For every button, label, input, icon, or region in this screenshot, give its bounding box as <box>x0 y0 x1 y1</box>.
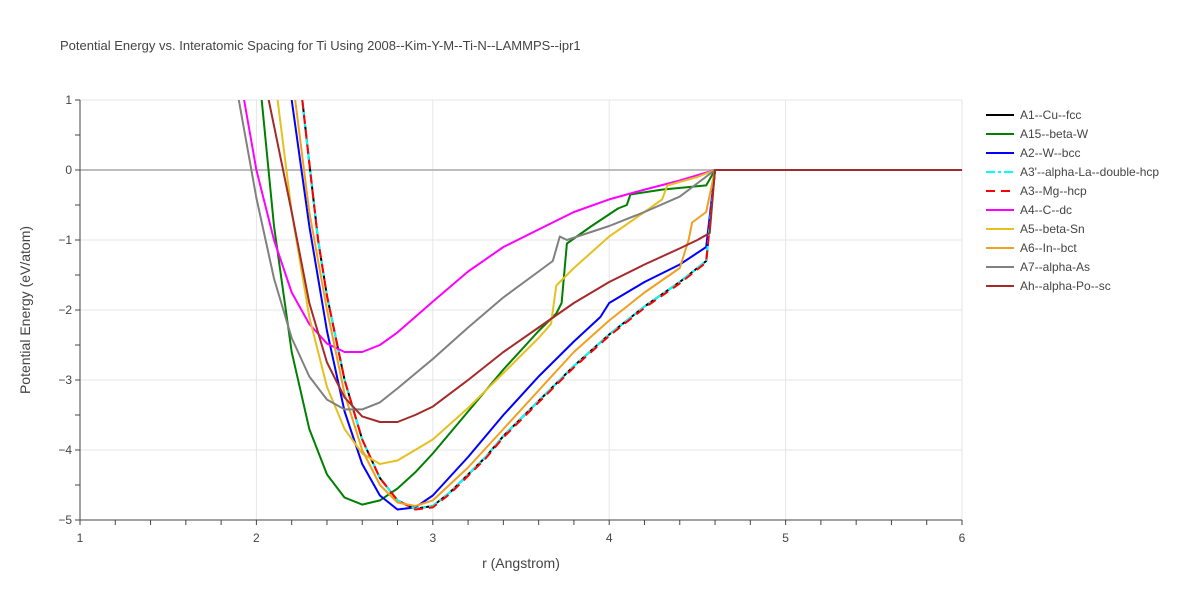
series-line-2 <box>290 100 962 511</box>
legend-item[interactable]: Ah--alpha-Po--sc <box>986 279 1111 293</box>
series-line-3 <box>301 100 962 510</box>
legend-label: A15--beta-W <box>1020 127 1089 141</box>
y-tick-label: 1 <box>65 93 72 107</box>
legend-item[interactable]: A1--Cu--fcc <box>986 108 1081 122</box>
legend-item[interactable]: A15--beta-W <box>986 127 1089 141</box>
series-line-0 <box>301 100 962 510</box>
y-tick-label: −1 <box>58 233 72 247</box>
legend-item[interactable]: A3--Mg--hcp <box>986 184 1087 198</box>
axes <box>75 99 963 525</box>
x-tick-label: 2 <box>253 531 260 545</box>
series-line-4 <box>301 100 962 511</box>
x-tick-label: 3 <box>429 531 436 545</box>
legend-label: A3--Mg--hcp <box>1020 184 1087 198</box>
series-line-7 <box>294 100 962 507</box>
legend-label: A7--alpha-As <box>1020 260 1090 274</box>
grid <box>80 99 963 520</box>
series-line-9 <box>267 100 962 423</box>
legend-label: A1--Cu--fcc <box>1020 108 1081 122</box>
series-line-6 <box>276 100 962 465</box>
x-axis-title: r (Angstrom) <box>482 555 560 571</box>
x-tick-label: 5 <box>782 531 789 545</box>
legend[interactable]: A1--Cu--fcc A15--beta-W A2--W--bcc A3'--alp… <box>986 108 1159 293</box>
series-line-5 <box>243 100 962 353</box>
y-axis-title: Potential Energy (eV/atom) <box>17 226 33 394</box>
legend-label: A6--In--bct <box>1020 241 1077 255</box>
x-tick-label: 1 <box>77 531 84 545</box>
legend-item[interactable]: A3'--alpha-La--double-hcp <box>986 165 1159 179</box>
series-line-8 <box>237 100 962 411</box>
legend-item[interactable]: A7--alpha-As <box>986 260 1090 274</box>
legend-label: A4--C--dc <box>1020 203 1072 217</box>
series-lines <box>237 100 962 511</box>
y-tick-label: −3 <box>58 373 72 387</box>
legend-label: Ah--alpha-Po--sc <box>1020 279 1111 293</box>
legend-label: A3'--alpha-La--double-hcp <box>1020 165 1159 179</box>
tick-labels: 1 2 3 4 5 6 1 0 −1 −2 −3 −4 −5 <box>58 93 965 545</box>
y-tick-label: −4 <box>58 443 72 457</box>
y-tick-label: −2 <box>58 303 72 317</box>
legend-item[interactable]: A4--C--dc <box>986 203 1072 217</box>
chart-title: Potential Energy vs. Interatomic Spacing… <box>60 38 581 53</box>
y-tick-label: 0 <box>65 163 72 177</box>
legend-item[interactable]: A5--beta-Sn <box>986 222 1085 236</box>
legend-item[interactable]: A6--In--bct <box>986 241 1077 255</box>
x-tick-label: 6 <box>959 531 966 545</box>
legend-label: A5--beta-Sn <box>1020 222 1085 236</box>
legend-item[interactable]: A2--W--bcc <box>986 146 1080 160</box>
y-tick-label: −5 <box>58 513 72 527</box>
legend-label: A2--W--bcc <box>1020 146 1080 160</box>
x-tick-label: 4 <box>606 531 613 545</box>
